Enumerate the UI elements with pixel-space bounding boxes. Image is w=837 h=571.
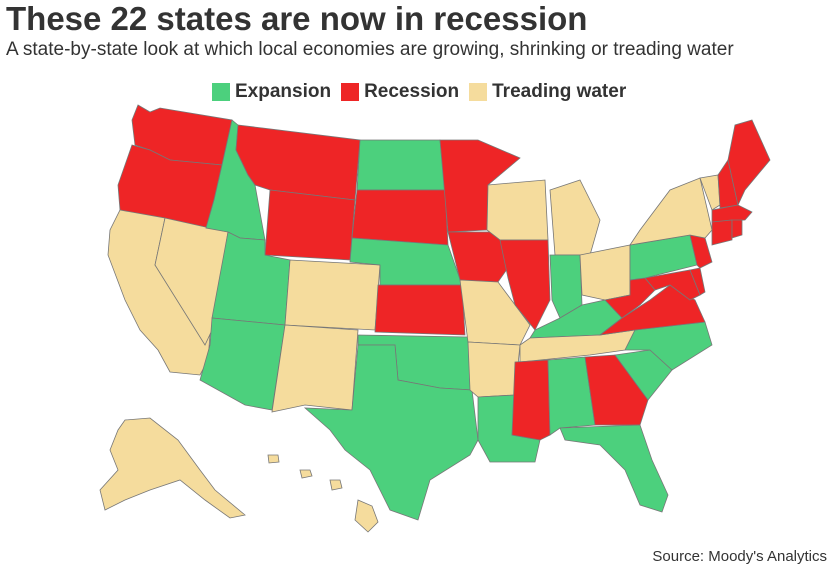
- state-ct: [711, 219, 733, 246]
- state-az: [199, 317, 286, 411]
- state-ks: [374, 284, 466, 336]
- state-co: [284, 259, 381, 331]
- state-ak: [99, 417, 246, 519]
- legend-item-recession: Recession: [341, 81, 459, 103]
- state-wi: [486, 179, 549, 241]
- state-hi: [354, 499, 379, 533]
- legend-item-treading-water: Treading water: [469, 81, 626, 103]
- state-oh: [579, 244, 631, 301]
- source-note: Source: Moody's Analytics: [652, 548, 827, 565]
- state-hi-island-2: [329, 479, 343, 491]
- legend-item-expansion: Expansion: [212, 81, 331, 103]
- state-ga: [584, 354, 649, 426]
- page-subtitle: A state-by-state look at which local eco…: [6, 39, 734, 60]
- state-de: [689, 267, 706, 296]
- state-sd: [351, 189, 449, 246]
- page-title: These 22 states are now in recession: [6, 0, 588, 37]
- state-tx: [303, 344, 479, 521]
- state-ms: [511, 359, 551, 441]
- legend-label-recession: Recession: [364, 81, 460, 102]
- legend-swatch-expansion: [212, 83, 230, 101]
- state-nm: [271, 324, 359, 413]
- state-ri: [731, 219, 743, 239]
- state-nd: [356, 139, 446, 191]
- state-wy: [264, 189, 356, 261]
- state-fl: [559, 424, 669, 513]
- state-hi-island-4: [267, 454, 280, 464]
- legend-label-expansion: Expansion: [235, 81, 332, 102]
- state-mo: [459, 279, 531, 346]
- state-al: [547, 356, 596, 436]
- state-ny: [629, 177, 713, 246]
- legend: Expansion Recession Treading water: [212, 81, 636, 103]
- legend-label-treading-water: Treading water: [492, 81, 627, 102]
- state-hi-island-3: [299, 469, 313, 479]
- state-ar: [467, 341, 521, 398]
- state-mi: [549, 179, 601, 256]
- legend-swatch-treading-water: [469, 83, 488, 101]
- state-ma: [711, 204, 753, 223]
- legend-swatch-recession: [341, 83, 360, 101]
